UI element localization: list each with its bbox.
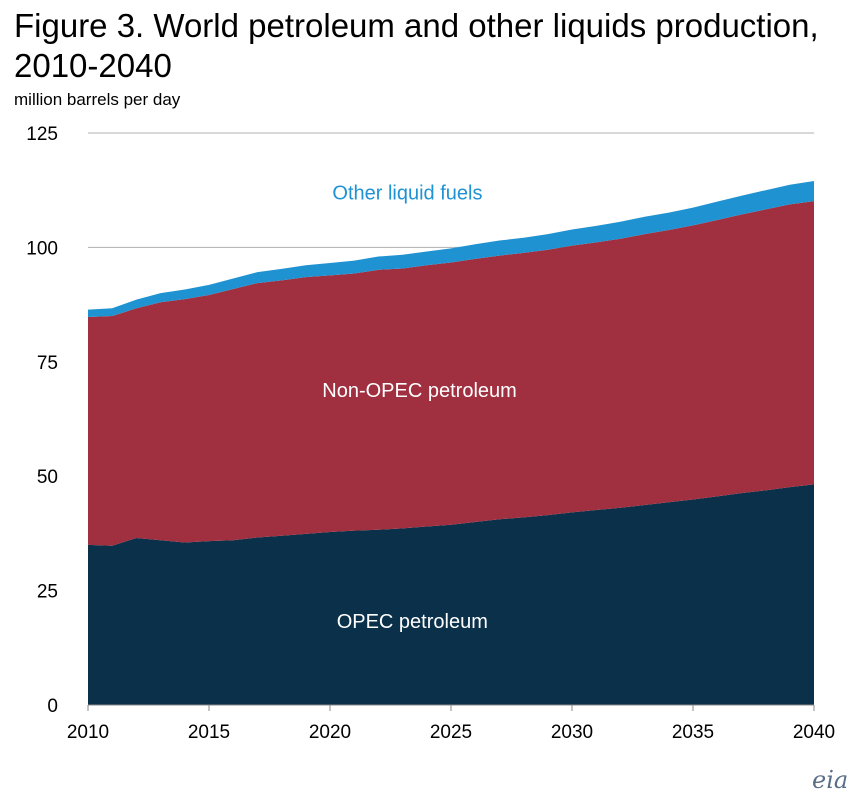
x-tick-label-2030: 2030 — [551, 722, 593, 743]
area-opec-petroleum — [88, 484, 814, 705]
y-tick-label-75: 75 — [37, 353, 58, 374]
area-other-liquid-fuels — [88, 181, 814, 317]
y-tick-label-25: 25 — [37, 582, 58, 603]
y-tick-label-50: 50 — [37, 467, 58, 488]
y-tick-label-100: 100 — [26, 238, 58, 259]
x-tick-label-2025: 2025 — [430, 722, 472, 743]
chart-title: Figure 3. World petroleum and other liqu… — [14, 7, 819, 84]
series-label-other-liquid-fuels: Other liquid fuels — [332, 182, 482, 204]
x-tick-label-2015: 2015 — [188, 722, 230, 743]
y-tick-label-125: 125 — [26, 124, 58, 145]
x-tick-label-2020: 2020 — [309, 722, 351, 743]
x-tick-label-2010: 2010 — [67, 722, 109, 743]
area-non-opec-petroleum — [88, 201, 814, 546]
y-tick-label-0: 0 — [47, 696, 58, 717]
eia-logo: eia — [812, 766, 849, 794]
x-tick-label-2035: 2035 — [672, 722, 714, 743]
y-axis-unit-label: million barrels per day — [14, 90, 181, 109]
series-label-opec-petroleum: OPEC petroleum — [337, 611, 488, 633]
x-tick-label-2040: 2040 — [793, 722, 835, 743]
series-label-non-opec-petroleum: Non-OPEC petroleum — [322, 380, 517, 402]
